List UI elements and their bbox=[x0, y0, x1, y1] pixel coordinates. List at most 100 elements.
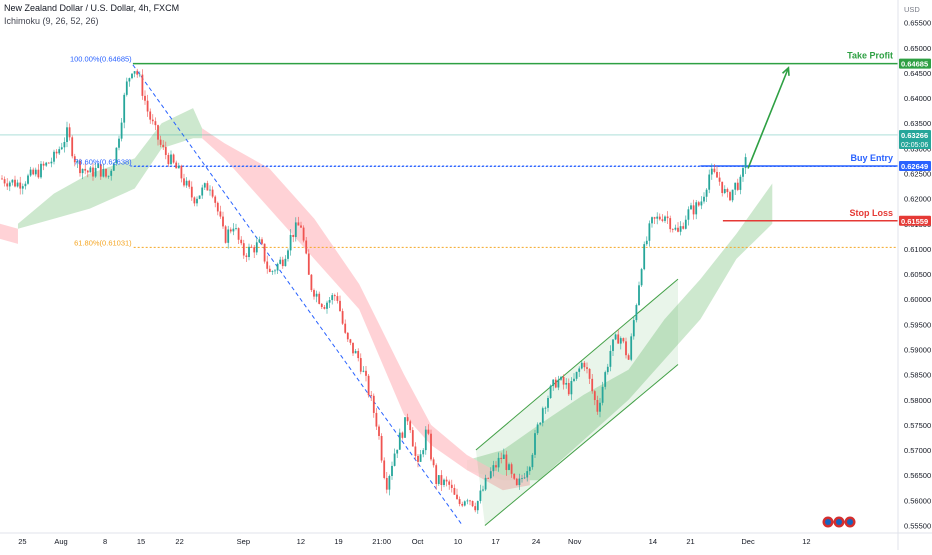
candle-body bbox=[437, 475, 440, 484]
candle-body bbox=[552, 379, 555, 386]
candle-body bbox=[289, 234, 292, 251]
candle-body bbox=[591, 378, 594, 392]
candle-body bbox=[588, 368, 591, 379]
candle-body bbox=[679, 226, 682, 232]
candle-body bbox=[515, 478, 518, 486]
indicator-label: Ichimoku (9, 26, 52, 26) bbox=[4, 16, 99, 26]
candle-body bbox=[375, 412, 378, 427]
y-tick-label: 0.55500 bbox=[904, 521, 931, 530]
candle-body bbox=[362, 370, 365, 372]
candle-body bbox=[105, 168, 107, 177]
candle-body bbox=[398, 432, 401, 450]
candle-body bbox=[596, 400, 599, 412]
candle-body bbox=[149, 111, 152, 120]
candle-body bbox=[687, 209, 690, 220]
x-tick-label: 21:00 bbox=[372, 537, 391, 546]
ichimoku-cloud-bearish bbox=[0, 223, 18, 244]
candle-body bbox=[79, 160, 81, 174]
candle-body bbox=[703, 196, 705, 202]
candle-body bbox=[281, 259, 284, 267]
candle-body bbox=[219, 211, 222, 217]
candle-body bbox=[349, 339, 352, 343]
candle-body bbox=[258, 239, 261, 243]
y-tick-label: 0.57500 bbox=[904, 421, 931, 430]
candle-body bbox=[632, 320, 635, 337]
candle-body bbox=[94, 167, 97, 177]
candle-body bbox=[128, 78, 131, 82]
candle-body bbox=[297, 222, 300, 226]
x-tick-label: 24 bbox=[532, 537, 540, 546]
descending-trendline bbox=[132, 64, 463, 526]
candle-body bbox=[671, 229, 674, 230]
candle-body bbox=[518, 478, 521, 486]
candle-body bbox=[55, 151, 58, 154]
candle-body bbox=[66, 127, 68, 142]
y-tick-label: 0.60500 bbox=[904, 270, 931, 279]
candle-body bbox=[27, 175, 29, 184]
y-tick-label: 0.63500 bbox=[904, 119, 931, 128]
candle-body bbox=[302, 227, 305, 241]
y-tick-label: 0.56000 bbox=[904, 496, 931, 505]
candle-body bbox=[430, 433, 432, 460]
candle-body bbox=[240, 239, 243, 244]
candle-body bbox=[539, 422, 542, 425]
x-tick-label: Dec bbox=[741, 537, 755, 546]
candle-body bbox=[190, 186, 193, 198]
x-tick-label: Nov bbox=[568, 537, 582, 546]
candle-body bbox=[645, 240, 648, 245]
candle-body bbox=[409, 421, 412, 431]
candle-body bbox=[682, 226, 685, 229]
candle-body bbox=[640, 269, 643, 286]
candle-body bbox=[162, 144, 165, 147]
candle-body bbox=[593, 391, 596, 401]
candle-body bbox=[404, 417, 406, 438]
stop-loss-label: Stop Loss bbox=[849, 208, 893, 218]
candle-body bbox=[492, 465, 495, 472]
candle-body bbox=[448, 481, 451, 485]
x-tick-label: 12 bbox=[802, 537, 810, 546]
candle-body bbox=[658, 216, 661, 220]
candle-body bbox=[573, 378, 575, 382]
candle-body bbox=[313, 290, 315, 297]
candle-body bbox=[341, 311, 344, 324]
candle-body bbox=[346, 332, 349, 340]
candle-body bbox=[697, 202, 700, 206]
candle-body bbox=[604, 372, 607, 387]
x-tick-label: 19 bbox=[334, 537, 342, 546]
candle-body bbox=[107, 175, 110, 177]
candle-body bbox=[45, 162, 48, 166]
candle-body bbox=[271, 271, 274, 273]
candle-body bbox=[401, 432, 404, 438]
candle-body bbox=[102, 168, 105, 177]
candle-body bbox=[554, 379, 557, 388]
stop-loss-price-tag: 0.61559 bbox=[901, 217, 928, 226]
candle-body bbox=[320, 303, 323, 308]
candle-body bbox=[476, 501, 479, 511]
y-tick-label: 0.57000 bbox=[904, 446, 931, 455]
candle-body bbox=[708, 174, 711, 190]
candle-body bbox=[255, 242, 258, 253]
candle-body bbox=[580, 362, 583, 369]
currency-label: USD bbox=[904, 5, 920, 14]
candle-body bbox=[172, 154, 175, 163]
candle-body bbox=[424, 429, 427, 451]
candle-body bbox=[144, 95, 146, 101]
candle-body bbox=[656, 216, 659, 219]
candle-body bbox=[443, 479, 445, 486]
candle-body bbox=[471, 500, 474, 507]
candle-body bbox=[248, 246, 250, 258]
candle-body bbox=[638, 285, 640, 306]
candle-body bbox=[601, 386, 604, 403]
candle-body bbox=[352, 342, 354, 354]
candle-body bbox=[242, 243, 245, 256]
candle-body bbox=[203, 183, 206, 188]
candle-body bbox=[575, 371, 578, 379]
event-flags-icon[interactable] bbox=[822, 515, 862, 529]
candle-body bbox=[339, 300, 341, 312]
candle-body bbox=[528, 467, 531, 472]
candle-body bbox=[24, 183, 27, 187]
candle-body bbox=[617, 334, 620, 344]
candle-body bbox=[170, 154, 172, 165]
candle-body bbox=[8, 182, 11, 187]
